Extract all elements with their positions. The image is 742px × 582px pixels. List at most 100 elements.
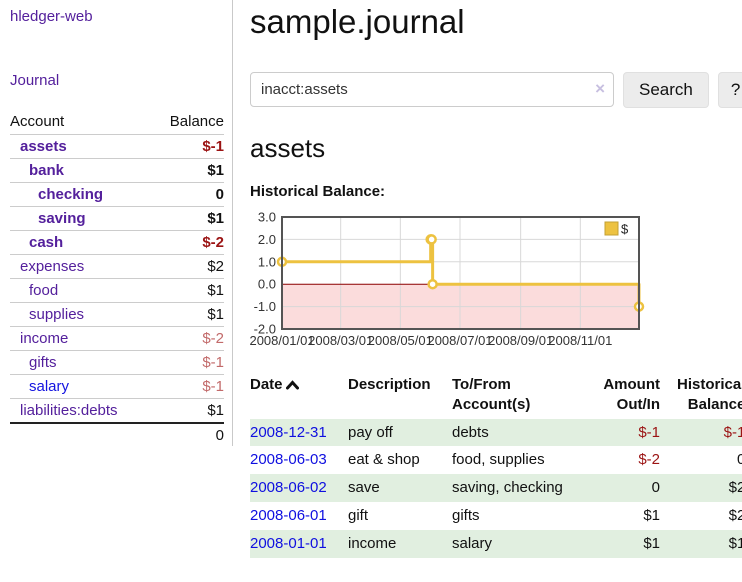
svg-text:1.0: 1.0 [258,254,276,269]
register-description-cell: gift [348,506,369,524]
account-row: cash $-2 [10,230,224,255]
register-accounts-cell: saving, checking [452,479,563,497]
chart-title: Historical Balance: [250,183,386,200]
account-link-expenses[interactable]: expenses [20,258,85,275]
account-row: liabilities:debts $1 [10,398,224,424]
journal-link[interactable]: Journal [10,72,60,89]
register-accounts-cell: debts [452,423,489,441]
account-balance: $-1 [202,378,224,395]
search-input[interactable] [250,72,614,107]
svg-text:2008/07/01: 2008/07/01 [427,333,492,348]
register-description-cell: save [348,479,380,497]
account-row: supplies $1 [10,302,224,327]
svg-text:3.0: 3.0 [258,210,276,225]
accounts-header-account: Account [10,113,65,130]
register-header-amount: Amount Out/In [603,376,660,413]
register-date-cell: 2008-01-01 [250,530,348,558]
page-title: sample.journal [250,3,465,40]
register-description-cell: eat & shop [348,451,420,469]
account-row: assets $-1 [10,134,224,159]
register-balance-cell: $1 [728,534,742,552]
account-cell: cash [10,231,152,255]
account-cell: income [10,327,152,351]
search-button[interactable]: Search [623,72,709,108]
register-balance-cell: $-1 [723,423,742,441]
register-amount-cell: $-1 [638,423,660,441]
account-row: income $-2 [10,326,224,351]
register-description-cell: pay off [348,423,393,441]
account-link-bank[interactable]: bank [29,162,65,179]
account-link-supplies[interactable]: supplies [29,306,85,323]
register-balance-cell: $2 [728,506,742,524]
account-link-income[interactable]: income [20,330,69,347]
transaction-date-link[interactable]: 2008-06-01 [250,506,327,524]
register-row: 2008-06-02 save saving, checking 0 $2 [250,474,742,502]
account-row: food $1 [10,278,224,303]
account-cell: checking [10,183,152,207]
account-link-assets[interactable]: assets [20,138,67,155]
account-cell: gifts [10,351,152,375]
svg-text:2008/09/01: 2008/09/01 [488,333,553,348]
main-content: sample.journal × Search ? assets Histori… [233,0,742,558]
account-balance: $-1 [202,138,224,155]
account-heading: assets [250,133,326,163]
svg-text:2008/01/01: 2008/01/01 [250,333,315,348]
svg-text:0.0: 0.0 [258,277,276,292]
account-balance: $-1 [202,354,224,371]
register-row: 2008-12-31 pay off debts $-1 $-1 [250,418,742,447]
app-brand: hledger-web [10,8,224,25]
account-link-liabilities-debts[interactable]: liabilities:debts [20,402,118,419]
register-row: 2008-06-01 gift gifts $1 $2 [250,502,742,530]
accounts-table-body: assets $-1 bank $1 checking 0 saving $1 cash $-2 e… [10,134,224,424]
svg-text:-2.0: -2.0 [254,322,276,337]
account-cell: expenses [10,255,152,279]
account-link-checking[interactable]: checking [38,186,104,203]
register-header-date[interactable]: Date [250,371,348,419]
app: hledger-web Journal Account Balance asse… [0,0,742,558]
register-accounts-cell: gifts [452,506,480,524]
register-header-description: Description [348,376,431,393]
register-amount-cell: $1 [643,534,660,552]
account-cell: supplies [10,303,152,327]
svg-text:2.0: 2.0 [258,232,276,247]
transaction-date-link[interactable]: 2008-06-03 [250,451,327,469]
accounts-header-row: Account Balance [10,110,224,135]
accounts-table: Account Balance assets $-1 bank $1 checking 0… [10,110,224,447]
account-cell: food [10,279,152,303]
accounts-total-value: 0 [215,427,224,444]
register-amount-cell: $1 [643,506,660,524]
sort-ascending-icon [285,376,299,396]
account-link-saving[interactable]: saving [38,210,86,227]
transaction-date-link[interactable]: 2008-12-31 [250,423,327,441]
account-cell: assets [10,135,152,159]
sidebar: hledger-web Journal Account Balance asse… [0,0,233,446]
svg-text:-1.0: -1.0 [254,299,276,314]
account-link-cash[interactable]: cash [29,234,64,251]
account-row: gifts $-1 [10,350,224,375]
register-header-accounts: To/From Account(s) [452,376,531,413]
register-date-cell: 2008-12-31 [250,419,348,447]
account-link-food[interactable]: food [29,282,59,299]
brand-link[interactable]: hledger-web [10,8,93,25]
register-date-cell: 2008-06-01 [250,502,348,530]
help-button[interactable]: ? [717,72,742,108]
register-row: 2008-01-01 income salary $1 $1 [250,529,742,558]
account-balance: $-2 [202,330,224,347]
transaction-date-link[interactable]: 2008-01-01 [250,534,327,552]
account-cell: liabilities:debts [10,399,152,424]
register-header-date-label: Date [250,376,283,393]
accounts-total-row: 0 [10,423,224,447]
transaction-date-link[interactable]: 2008-06-02 [250,479,327,497]
accounts-total-spacer [10,423,152,447]
register-row: 2008-06-03 eat & shop food, supplies $-2 0 [250,446,742,474]
account-link-salary[interactable]: salary [29,378,70,395]
register-amount-cell: $-2 [638,451,660,469]
accounts-header-balance: Balance [169,113,224,130]
svg-text:$: $ [621,222,629,237]
register-description-cell: income [348,534,397,552]
account-balance: $1 [207,162,224,179]
journal-nav: Journal [10,72,224,89]
chart-container: 3.0 2.0 1.0 0.0 -1.0 -2.0 2008/01/01 2008/03/01… [249,209,742,355]
clear-search-icon[interactable]: × [595,79,605,98]
account-link-gifts[interactable]: gifts [29,354,57,371]
